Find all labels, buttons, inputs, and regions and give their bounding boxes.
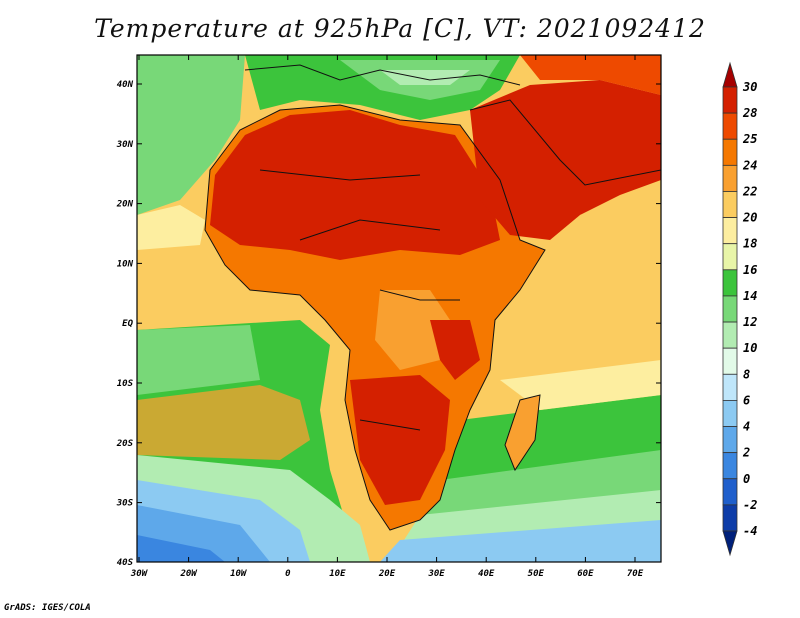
temperature-field: [137, 55, 661, 562]
lon-label: 10E: [329, 569, 346, 579]
colorbar-swatch: [722, 452, 738, 480]
map-frame: [136, 54, 662, 563]
colorbar-swatch: [722, 478, 738, 506]
colorbar-label: 10: [743, 341, 757, 355]
colorbar-swatch: [722, 217, 738, 245]
colorbar-swatch: [722, 400, 738, 427]
colorbar-swatch: [722, 138, 738, 166]
colorbar-label: 6: [743, 393, 750, 407]
colorbar-label: 20: [742, 211, 757, 225]
colorbar-top-triangle: [722, 61, 738, 88]
lat-label: 20N: [116, 200, 134, 210]
colorbar-label: 16: [743, 263, 757, 277]
colorbar-label: -4: [743, 524, 757, 538]
colorbar-bottom-triangle: [722, 530, 738, 557]
lon-label: 0: [285, 569, 291, 579]
colorbar-swatch: [722, 269, 738, 297]
colorbar-label: 30: [742, 80, 757, 94]
lon-label: 20W: [179, 569, 198, 579]
lon-label: 20E: [378, 569, 396, 579]
colorbar-label: 25: [742, 132, 757, 146]
lat-label: 40N: [117, 80, 134, 90]
colorbar-swatch: [722, 373, 738, 401]
colorbar-label: 22: [742, 184, 757, 198]
colorbar-swatch: [722, 112, 738, 140]
colorbar-label: 2: [742, 446, 750, 460]
lon-label: 30W: [130, 569, 149, 579]
colorbar-swatch: [722, 347, 738, 375]
colorbar-swatch: [722, 504, 738, 532]
colorbar-swatch: [722, 426, 738, 454]
colorbar-swatch: [722, 243, 738, 271]
colorbar-swatch: [722, 191, 738, 218]
latitude-axis: 40N 30N 20N 10N EQ 10S 20S 30S 40S: [116, 80, 661, 568]
lat-label: EQ: [122, 319, 133, 329]
colorbar-label: 28: [742, 106, 757, 120]
colorbar-label: 14: [743, 289, 757, 303]
lon-label: 60E: [577, 569, 594, 579]
lat-label: 30N: [116, 140, 134, 150]
lon-label: 30E: [427, 569, 445, 579]
lon-label: 40E: [478, 569, 495, 579]
lat-label: 10N: [117, 259, 134, 269]
colorbar-swatch: [722, 164, 738, 192]
grads-credit: GrADS: IGES/COLA: [4, 603, 91, 613]
colorbar-label: -2: [743, 498, 757, 512]
coastlines: [204, 64, 661, 531]
lat-label: 40S: [117, 558, 134, 568]
lat-label: 20S: [116, 439, 134, 449]
colorbar-label: 24: [742, 158, 757, 172]
lon-label: 10W: [230, 569, 248, 579]
longitude-axis: 30W 20W 10W 0 10E 20E 30E 40E 50E 60E 70E: [130, 55, 644, 579]
lat-label: 10S: [117, 379, 134, 389]
colorbar-label: 18: [743, 237, 757, 251]
lon-label: 50E: [528, 569, 545, 579]
colorbar-label: 12: [743, 315, 757, 329]
lat-label: 30S: [116, 499, 134, 509]
colorbar-label: 0: [743, 472, 750, 486]
colorbar-swatch: [722, 295, 738, 323]
map-title: Temperature at 925hPa [C], VT: 202109241…: [94, 14, 706, 43]
colorbar-swatch: [722, 321, 738, 349]
colorbar-swatch: [722, 86, 738, 114]
colorbar-label: 8: [743, 367, 750, 381]
lon-label: 70E: [627, 569, 644, 579]
colorbar-label: 4: [743, 420, 750, 434]
